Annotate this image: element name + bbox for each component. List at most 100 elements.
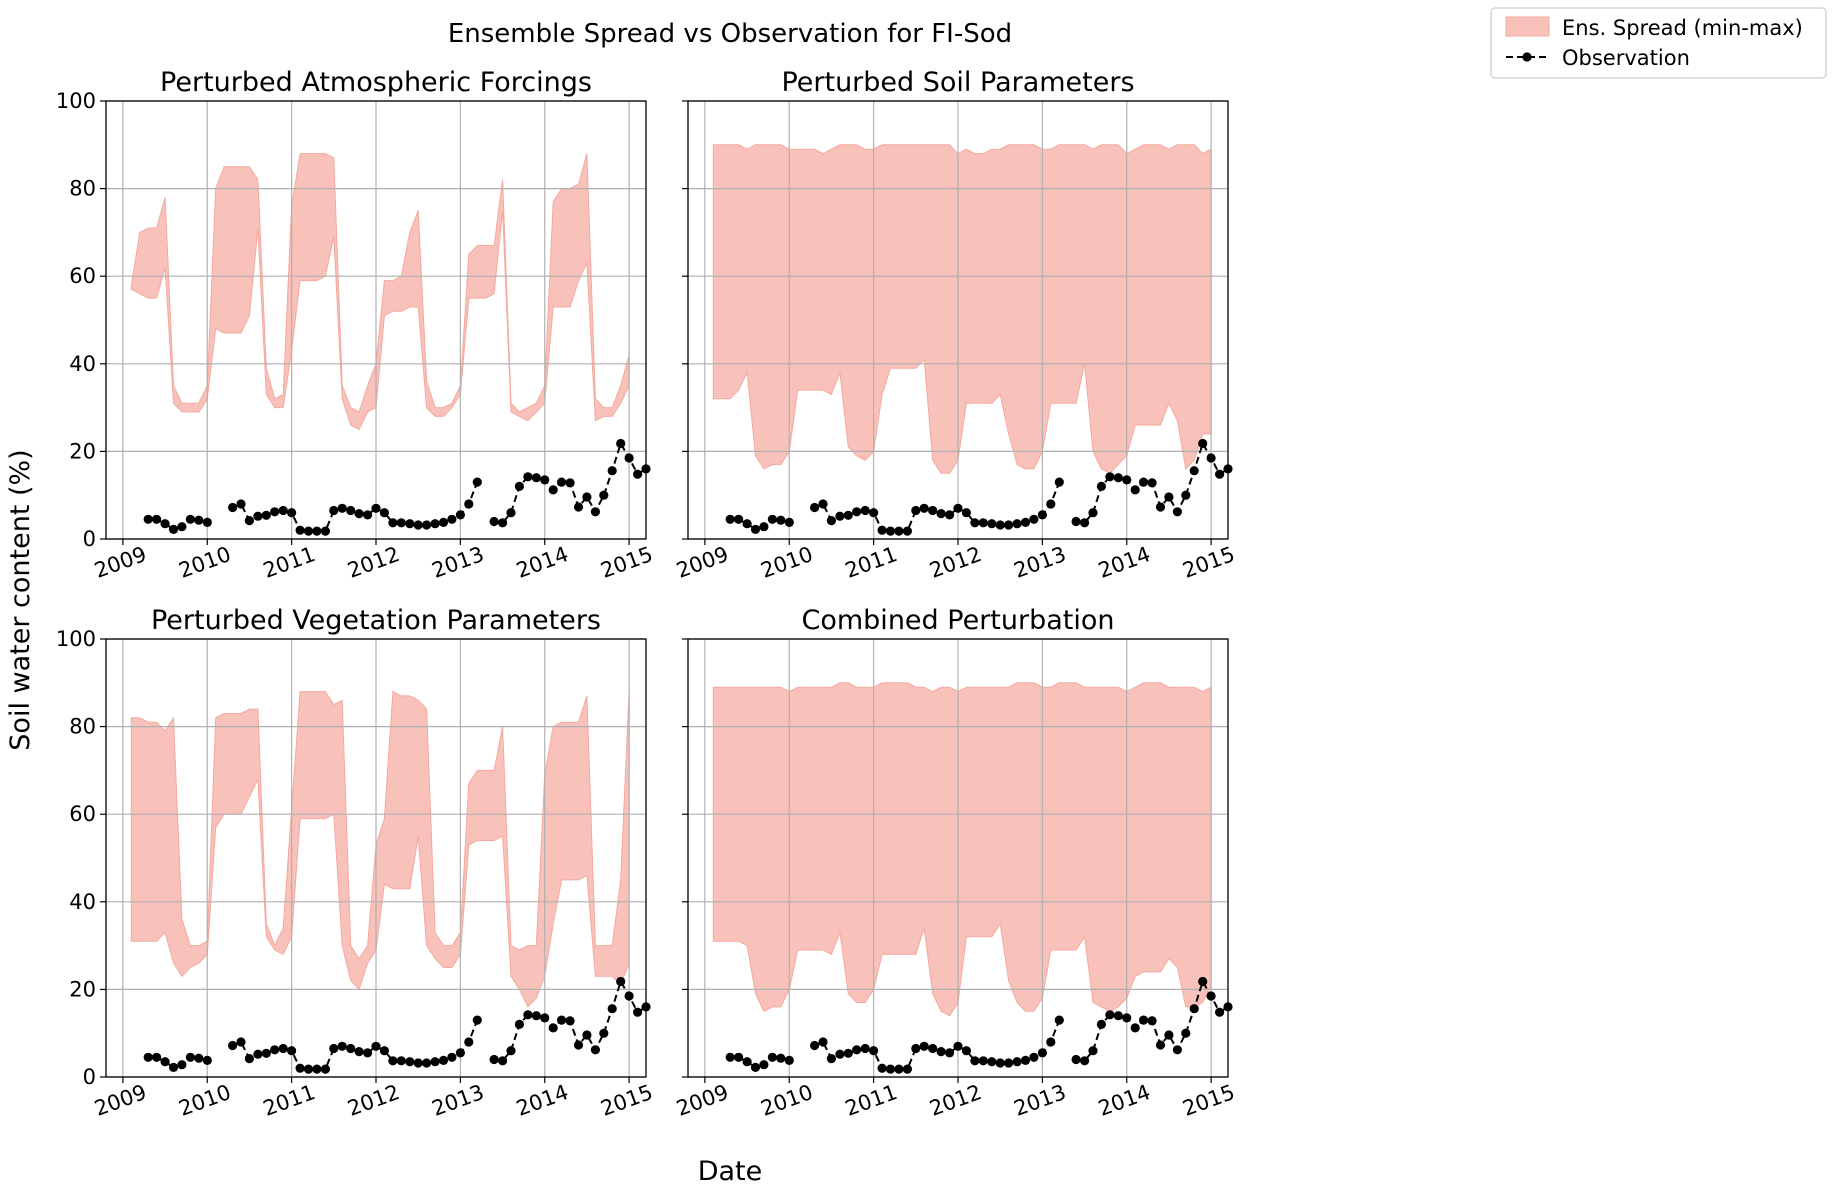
- observation-point: [607, 466, 617, 476]
- observation-point: [1020, 1055, 1031, 1065]
- observation-point: [843, 510, 853, 520]
- observation-point: [810, 502, 820, 513]
- observation-point: [970, 518, 980, 528]
- observation-point: [945, 1048, 955, 1058]
- observation-point: [1198, 438, 1208, 449]
- observation-point: [860, 1043, 870, 1054]
- observation-point: [548, 1023, 558, 1033]
- x-tick-label: 2011: [260, 542, 318, 583]
- observation-point: [1122, 475, 1132, 485]
- observation-point: [1139, 477, 1149, 487]
- x-tick-label: 2013: [429, 542, 487, 583]
- observation-point: [573, 1040, 584, 1050]
- observation-point: [1029, 1052, 1039, 1062]
- observation-point: [405, 519, 415, 529]
- observation-point: [852, 507, 862, 517]
- observation-point: [548, 485, 558, 495]
- observation-point: [1012, 519, 1022, 529]
- observation-point: [363, 1048, 373, 1058]
- observation-point: [835, 1049, 845, 1059]
- observation-point: [1054, 477, 1064, 487]
- observation-point: [160, 519, 170, 529]
- observation-point: [759, 1060, 769, 1070]
- observation-point: [152, 514, 162, 524]
- observation-point: [1198, 976, 1208, 987]
- y-tick-label: 40: [69, 890, 96, 914]
- observation-point: [902, 1064, 913, 1074]
- observation-point: [506, 508, 516, 518]
- observation-point: [750, 524, 761, 535]
- observation-point: [1037, 510, 1047, 520]
- observation-point: [337, 503, 347, 513]
- observation-point: [767, 514, 778, 524]
- observation-point: [624, 991, 634, 1001]
- observation-point: [422, 1058, 432, 1068]
- observation-point: [523, 472, 533, 482]
- observation-point: [489, 516, 499, 527]
- observation-point: [1004, 1058, 1014, 1068]
- observation-point: [810, 1040, 820, 1051]
- observation-point: [1172, 507, 1182, 517]
- observation-point: [287, 1046, 297, 1056]
- observation-point: [767, 1052, 778, 1062]
- observation-point: [261, 510, 271, 520]
- observation-point: [531, 473, 541, 483]
- observation-point: [363, 510, 373, 520]
- observation-point: [413, 1058, 423, 1068]
- observation-point: [185, 1052, 195, 1062]
- y-tick-label: 100: [56, 89, 96, 113]
- observation-point: [1189, 466, 1199, 476]
- observation-point: [244, 1054, 254, 1064]
- subplot-grid: Perturbed Atmospheric Forcings 2009 2010 20…: [56, 67, 1238, 1121]
- x-tick-label: 2014: [513, 1080, 571, 1121]
- observation-point: [953, 503, 963, 513]
- observation-point: [489, 1054, 499, 1065]
- observation-point: [750, 1062, 761, 1072]
- observation-point: [885, 1064, 896, 1074]
- observation-point: [978, 1056, 988, 1066]
- observation-point: [599, 490, 609, 500]
- observation-point: [734, 514, 744, 524]
- observation-point: [1181, 490, 1191, 500]
- observation-point: [1020, 517, 1031, 528]
- x-tick-label: 2012: [926, 542, 984, 583]
- observation-point: [303, 526, 314, 536]
- y-tick-label: 40: [69, 352, 96, 376]
- observation-point: [919, 503, 929, 513]
- observation-point: [185, 514, 195, 524]
- observation-point: [498, 518, 508, 528]
- observation-point: [320, 1064, 330, 1074]
- observation-point: [379, 508, 389, 518]
- observation-point: [514, 1019, 525, 1029]
- observation-point: [253, 511, 263, 521]
- x-tick-label: 2013: [429, 1080, 487, 1121]
- observation-point: [270, 1045, 280, 1055]
- observation-point: [1029, 514, 1039, 524]
- observation-point: [253, 1049, 263, 1059]
- x-tick-label: 2015: [598, 542, 656, 583]
- observation-point: [590, 507, 601, 517]
- observation-point: [1113, 1011, 1123, 1021]
- observation-point: [1215, 1007, 1225, 1017]
- observation-point: [278, 1043, 288, 1054]
- subplot: Perturbed Atmospheric Forcings 2009 2010 20…: [56, 67, 656, 583]
- observation-point: [911, 505, 921, 516]
- x-tick-label: 2010: [758, 542, 816, 583]
- observation-point: [1130, 1023, 1140, 1033]
- observation-point: [464, 1037, 474, 1047]
- observation-point: [1164, 492, 1174, 502]
- observation-point: [961, 1046, 972, 1056]
- observation-point: [928, 505, 938, 516]
- observation-point: [1096, 1019, 1106, 1029]
- observation-point: [936, 508, 946, 519]
- observation-point: [826, 1054, 837, 1064]
- observation-point: [1122, 1013, 1132, 1023]
- x-tick-label: 2014: [1095, 542, 1153, 583]
- observation-point: [177, 1060, 187, 1070]
- observation-point: [1096, 481, 1106, 491]
- subplot-title: Combined Perturbation: [802, 605, 1115, 636]
- observation-point: [228, 1040, 238, 1051]
- observation-point: [1088, 1046, 1098, 1056]
- observation-point: [826, 516, 837, 526]
- observation-point: [970, 1056, 980, 1066]
